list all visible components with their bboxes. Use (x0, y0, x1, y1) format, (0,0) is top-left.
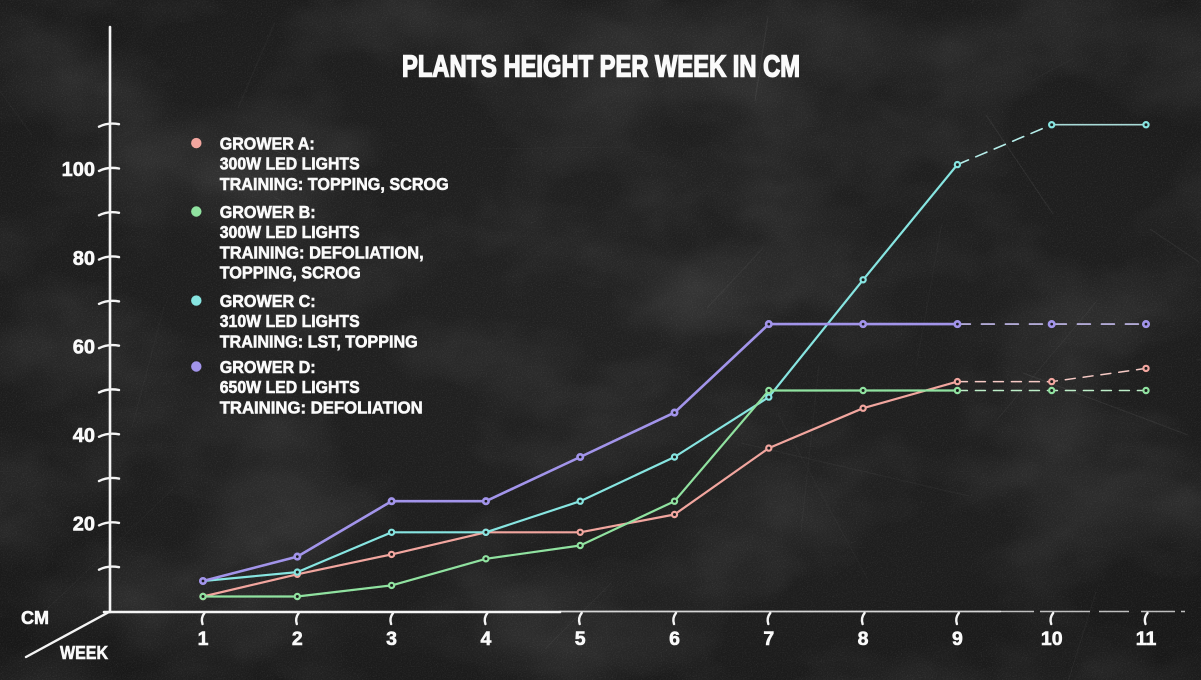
svg-text:GROWER D:: GROWER D: (220, 357, 316, 377)
svg-text:310W LED LIGHTS: 310W LED LIGHTS (220, 311, 360, 331)
svg-text:GROWER A:: GROWER A: (220, 133, 315, 153)
svg-text:11: 11 (1136, 628, 1157, 650)
svg-text:4: 4 (480, 628, 491, 650)
svg-text:PLANTS HEIGHT PER WEEK IN CM: PLANTS HEIGHT PER WEEK IN CM (402, 49, 800, 84)
svg-text:80: 80 (73, 248, 95, 270)
svg-text:GROWER B:: GROWER B: (220, 202, 316, 222)
svg-text:CM: CM (21, 608, 49, 628)
svg-text:1: 1 (198, 628, 209, 650)
svg-text:300W LED LIGHTS: 300W LED LIGHTS (220, 154, 360, 174)
svg-text:WEEK: WEEK (60, 643, 108, 663)
svg-text:TRAINING: TOPPING, SCROG: TRAINING: TOPPING, SCROG (220, 174, 449, 194)
svg-text:650W LED LIGHTS: 650W LED LIGHTS (220, 377, 360, 397)
svg-text:7: 7 (763, 628, 774, 650)
svg-text:GROWER C:: GROWER C: (220, 291, 316, 311)
svg-text:10: 10 (1041, 628, 1063, 650)
svg-text:9: 9 (952, 628, 963, 650)
svg-text:TRAINING: DEFOLIATION,: TRAINING: DEFOLIATION, (220, 242, 424, 262)
svg-text:3: 3 (386, 628, 397, 650)
svg-text:TRAINING: DEFOLIATION: TRAINING: DEFOLIATION (220, 397, 423, 417)
svg-text:40: 40 (73, 425, 95, 447)
svg-text:TOPPING, SCROG: TOPPING, SCROG (220, 263, 361, 283)
svg-text:8: 8 (858, 628, 869, 650)
svg-text:5: 5 (575, 628, 586, 650)
svg-text:2: 2 (292, 628, 303, 650)
svg-text:TRAINING: LST, TOPPING: TRAINING: LST, TOPPING (220, 332, 418, 352)
svg-text:60: 60 (73, 336, 95, 358)
svg-text:100: 100 (62, 159, 95, 181)
svg-text:6: 6 (669, 628, 680, 650)
svg-text:300W LED LIGHTS: 300W LED LIGHTS (220, 222, 360, 242)
svg-text:20: 20 (73, 514, 95, 536)
